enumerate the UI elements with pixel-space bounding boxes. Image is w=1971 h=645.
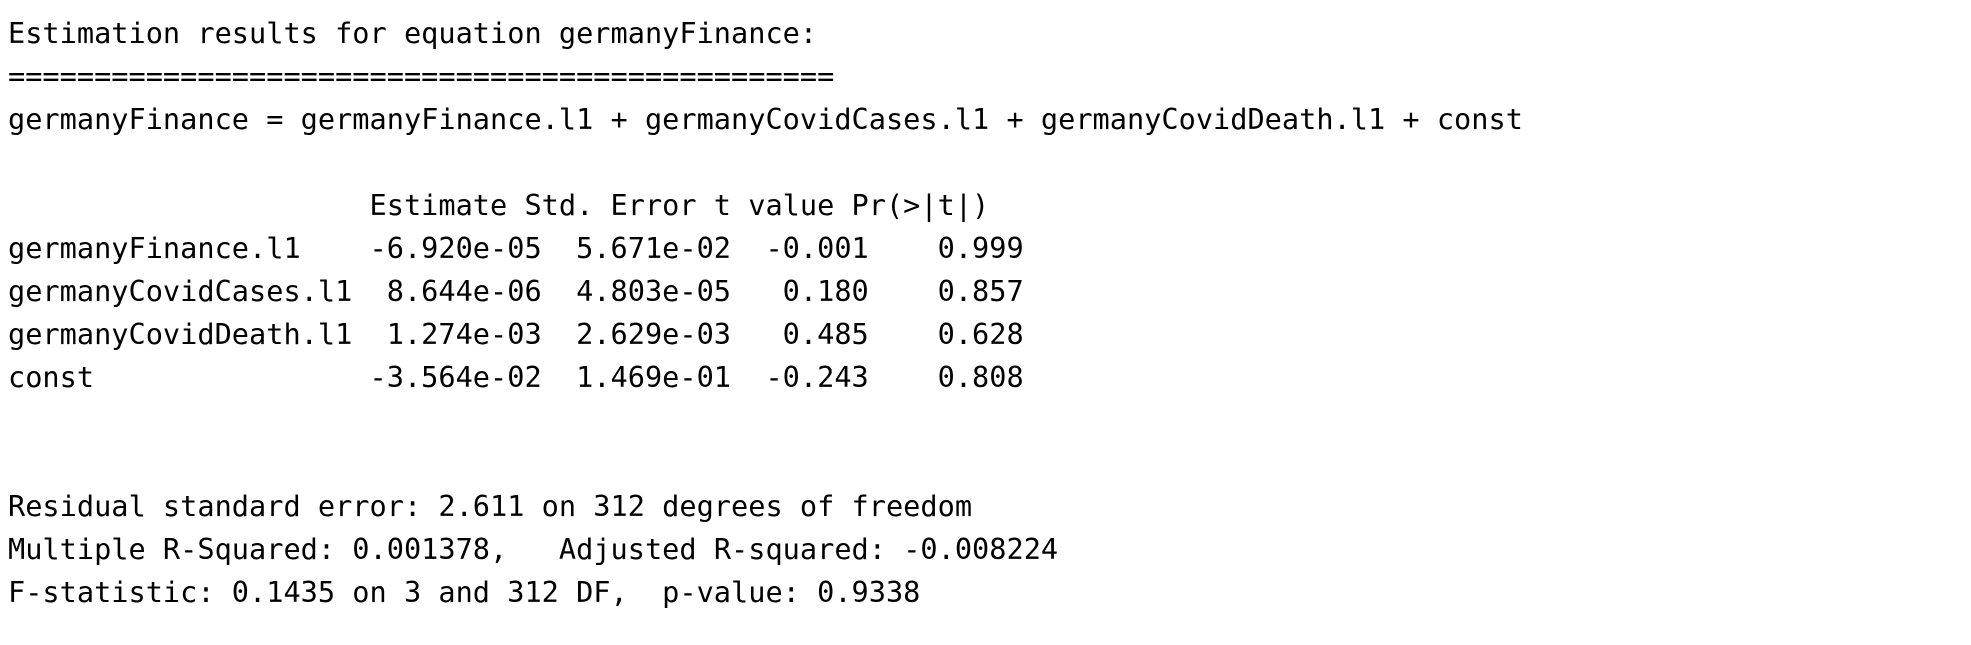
coef-table-header: Estimate Std. Error t value Pr(>|t|)	[8, 188, 990, 222]
blank-line	[8, 442, 1963, 485]
equation-heading: Estimation results for equation germanyF…	[8, 16, 818, 50]
f-statistic-line: F-statistic: 0.1435 on 3 and 312 DF, p-v…	[8, 575, 921, 609]
heading-underline: ========================================…	[8, 59, 835, 93]
residual-standard-error: Residual standard error: 2.611 on 312 de…	[8, 489, 973, 523]
r-console-output: Estimation results for equation germanyF…	[8, 12, 1963, 637]
equation-formula: germanyFinance = germanyFinance.l1 + ger…	[8, 102, 1523, 136]
blank-line	[8, 141, 1963, 184]
coef-row-germanyfinance-l1: germanyFinance.l1 -6.920e-05 5.671e-02 -…	[8, 231, 1024, 265]
coef-row-germanycovidcases-l1: germanyCovidCases.l1 8.644e-06 4.803e-05…	[8, 274, 1024, 308]
r-squared-line: Multiple R-Squared: 0.001378, Adjusted R…	[8, 532, 1076, 566]
blank-line	[8, 399, 1963, 442]
coef-row-germanycoviddeath-l1: germanyCovidDeath.l1 1.274e-03 2.629e-03…	[8, 317, 1024, 351]
coef-row-const: const -3.564e-02 1.469e-01 -0.243 0.808	[8, 360, 1024, 394]
